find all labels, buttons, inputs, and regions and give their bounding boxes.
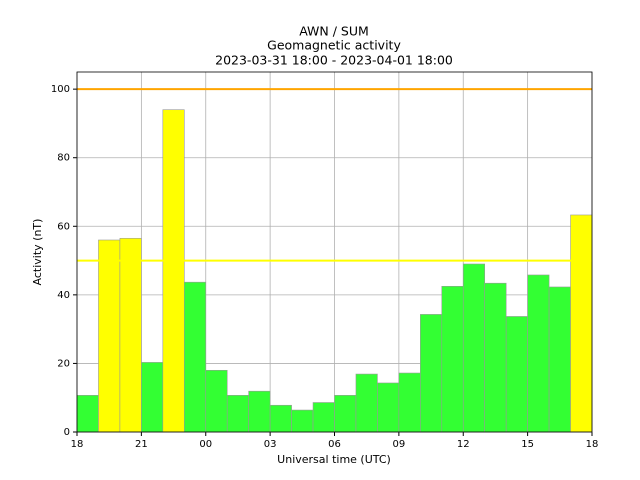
- bar: [226, 395, 249, 433]
- bar: [527, 274, 550, 433]
- bar: [269, 404, 292, 433]
- bar: [312, 402, 335, 433]
- bar: [441, 285, 464, 433]
- bar: [162, 109, 185, 433]
- bar: [183, 281, 207, 433]
- bar: [334, 395, 357, 433]
- y-tick-label: 0: [64, 427, 70, 438]
- bar: [462, 263, 486, 433]
- bar: [377, 382, 400, 433]
- x-tick-label: 15: [521, 439, 534, 450]
- bar: [98, 239, 121, 433]
- x-tick-label: 12: [457, 439, 470, 450]
- x-tick-label: 18: [586, 439, 599, 450]
- bar: [420, 314, 443, 433]
- x-tick-label: 06: [328, 439, 341, 450]
- chart-title: AWN / SUM: [299, 24, 369, 39]
- chart-title: Geomagnetic activity: [267, 38, 401, 53]
- bar: [76, 395, 99, 433]
- bar: [355, 373, 378, 433]
- x-tick-label: 03: [264, 439, 277, 450]
- x-axis-label: Universal time (UTC): [277, 453, 391, 466]
- bar: [505, 316, 528, 433]
- bar: [248, 390, 271, 433]
- bar: [398, 372, 421, 433]
- bar: [570, 214, 593, 433]
- x-tick-label: 09: [393, 439, 406, 450]
- y-tick-label: 100: [51, 84, 70, 95]
- bar: [548, 286, 571, 433]
- y-axis-label: Activity (nT): [31, 219, 44, 286]
- y-tick-label: 40: [57, 290, 70, 301]
- x-tick-label: 18: [71, 439, 84, 450]
- bar: [119, 237, 142, 433]
- bar: [141, 362, 164, 433]
- y-tick-label: 20: [57, 358, 70, 369]
- x-tick-label: 21: [135, 439, 148, 450]
- bar: [205, 369, 228, 433]
- chart-title: 2023-03-31 18:00 - 2023-04-01 18:00: [215, 53, 453, 68]
- x-tick-label: 00: [199, 439, 212, 450]
- plot-frame: [76, 71, 593, 433]
- y-tick-label: 80: [57, 153, 70, 164]
- bar: [484, 282, 507, 433]
- bar: [291, 409, 314, 433]
- y-tick-label: 60: [57, 221, 70, 232]
